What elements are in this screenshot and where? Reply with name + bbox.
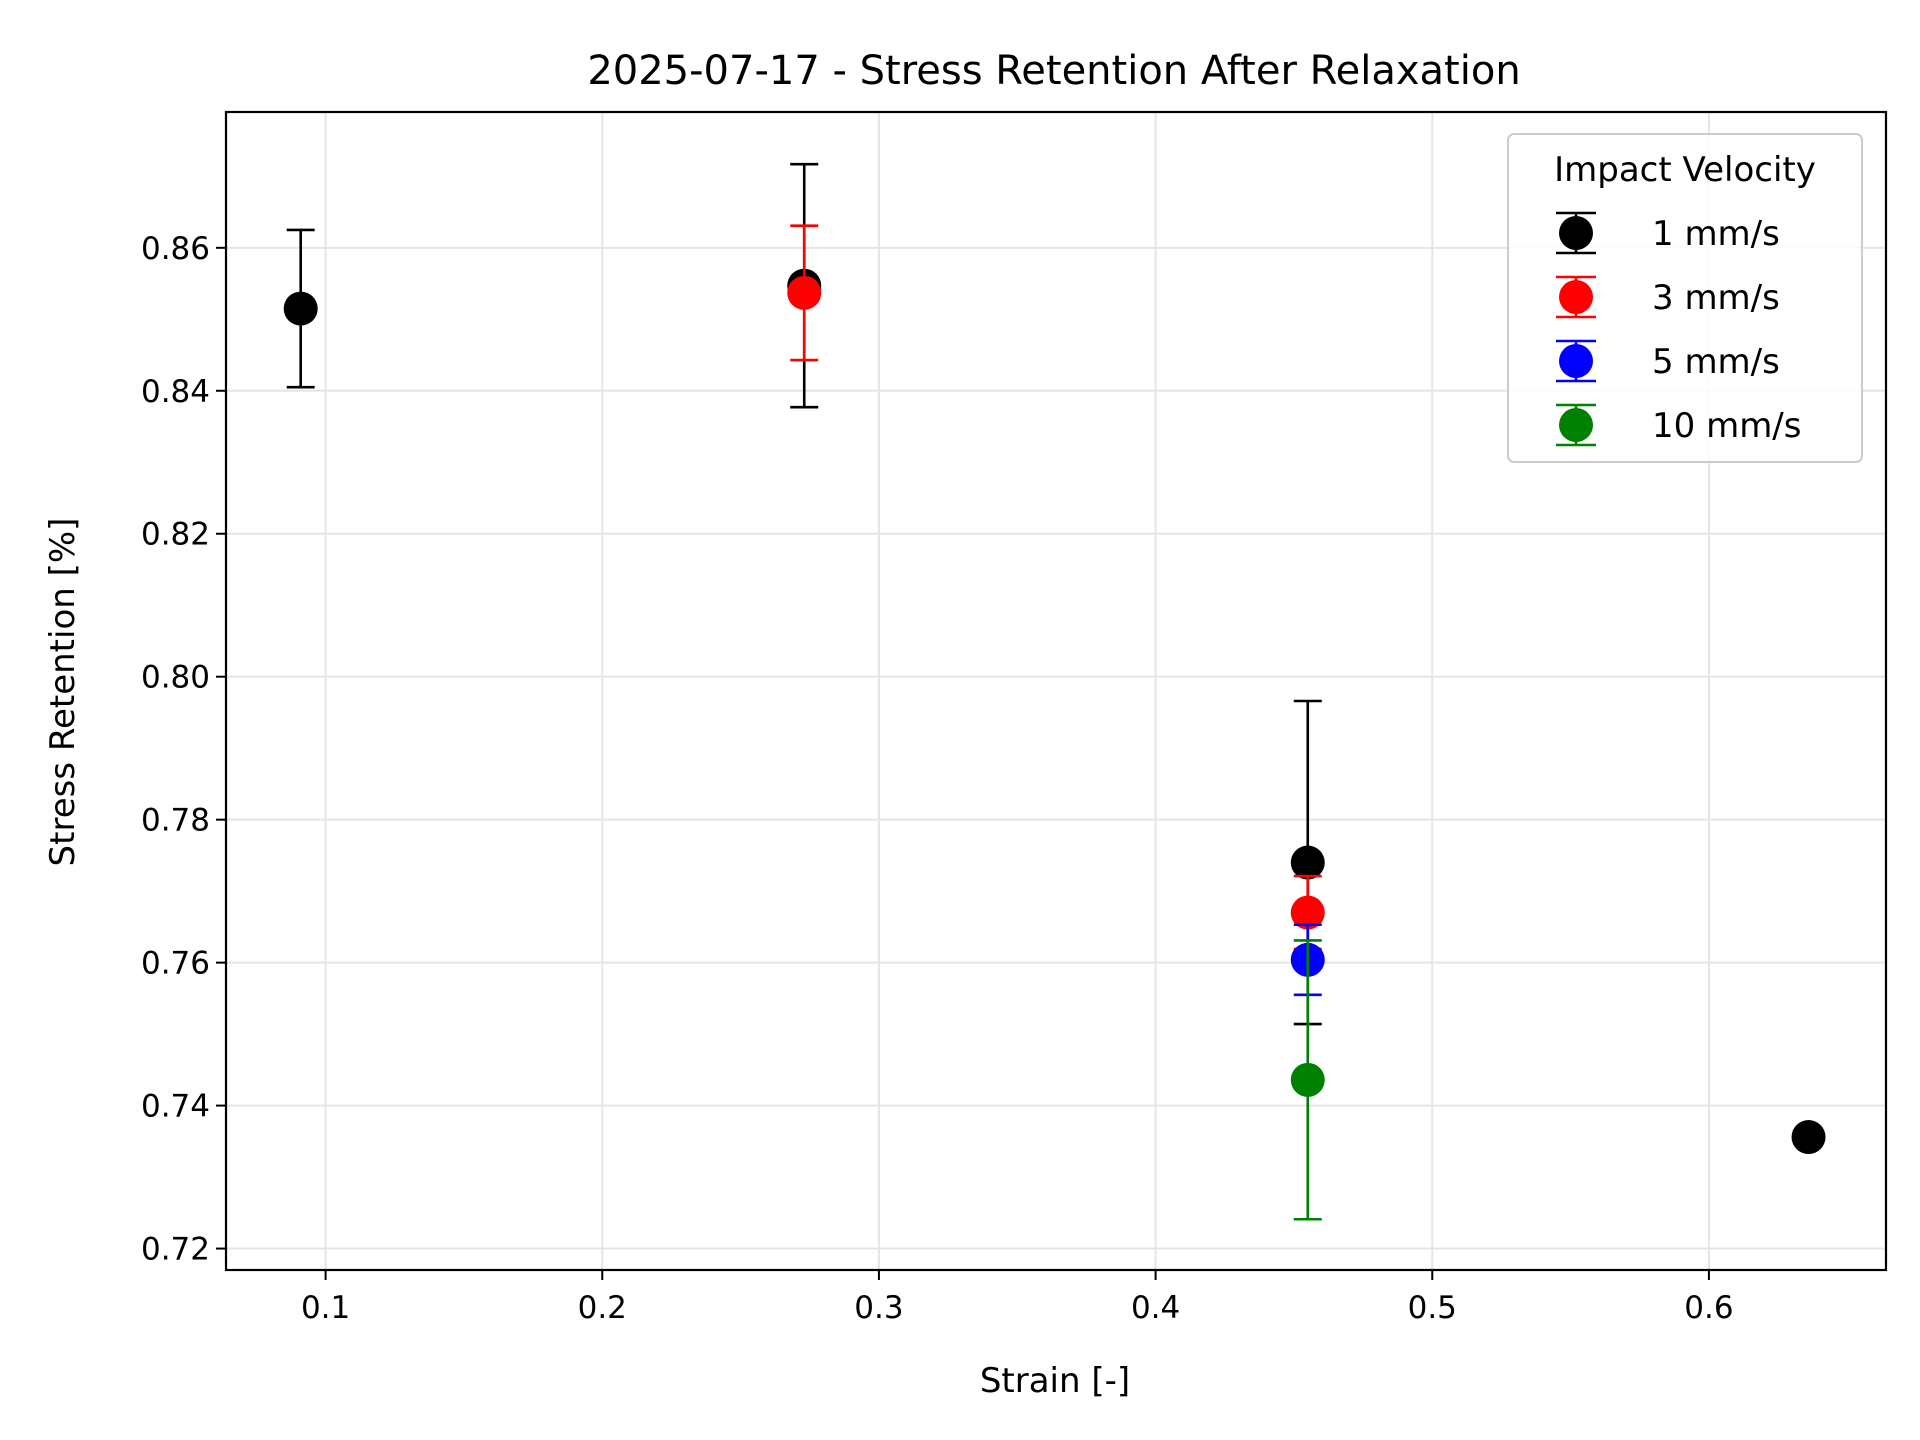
x-tick-label: 0.5 xyxy=(1408,1290,1457,1326)
x-tick-label: 0.3 xyxy=(854,1290,903,1326)
legend-entry: 5 mm/s xyxy=(1556,339,1780,383)
series-group xyxy=(1290,939,1325,1221)
data-point xyxy=(1290,895,1325,930)
y-axis-label: Stress Retention [%] xyxy=(43,518,83,867)
chart-title: 2025-07-17 - Stress Retention After Rela… xyxy=(587,48,1520,94)
data-point xyxy=(1791,1120,1826,1155)
x-tick-label: 0.6 xyxy=(1684,1290,1733,1326)
y-tick-label: 0.78 xyxy=(141,803,210,839)
legend-marker xyxy=(1559,408,1593,442)
y-tick-label: 0.74 xyxy=(141,1089,210,1125)
series-group xyxy=(787,224,1325,951)
x-axis-label: Strain [-] xyxy=(980,1361,1130,1401)
legend-box xyxy=(1507,133,1863,463)
y-tick-label: 0.82 xyxy=(141,517,210,553)
y-tick-label: 0.80 xyxy=(141,660,210,696)
legend-title: Impact Velocity xyxy=(1554,150,1816,190)
data-point xyxy=(283,291,318,326)
x-tick-label: 0.4 xyxy=(1131,1290,1180,1326)
tick-layer: 0.1 0.2 0.3 0.4 0.5 0.6 0.72 0.74 0.76 0.78 0.80 0.… xyxy=(141,231,1734,1326)
y-tick-label: 0.86 xyxy=(141,231,210,267)
legend-marker xyxy=(1559,280,1593,314)
series-layer xyxy=(283,162,1826,1221)
data-point xyxy=(1290,845,1325,880)
plot-frame xyxy=(224,110,1888,1272)
legend-label: 3 mm/s xyxy=(1652,278,1780,318)
y-tick-label: 0.76 xyxy=(141,946,210,982)
legend-marker xyxy=(1559,344,1593,378)
legend-label: 10 mm/s xyxy=(1652,406,1801,446)
grid-layer xyxy=(226,112,1886,1270)
y-tick-label: 0.84 xyxy=(141,374,210,410)
data-point xyxy=(1290,1062,1325,1097)
legend-marker xyxy=(1559,216,1593,250)
legend-entry: 10 mm/s xyxy=(1556,403,1801,447)
y-tick-label: 0.72 xyxy=(141,1232,210,1268)
x-tick-label: 0.2 xyxy=(578,1290,627,1326)
legend-entries: 1 mm/s 3 mm/s 5 mm/s 10 mm/s xyxy=(1556,211,1801,447)
legend-label: 1 mm/s xyxy=(1652,214,1780,254)
legend-label: 5 mm/s xyxy=(1652,342,1780,382)
legend: Impact Velocity 1 mm/s 3 mm/s 5 mm/s 10 mm/… xyxy=(1507,133,1863,463)
x-tick-label: 0.1 xyxy=(301,1290,350,1326)
data-point xyxy=(787,275,822,310)
legend-entry: 1 mm/s xyxy=(1556,211,1780,255)
legend-entry: 3 mm/s xyxy=(1556,275,1780,319)
